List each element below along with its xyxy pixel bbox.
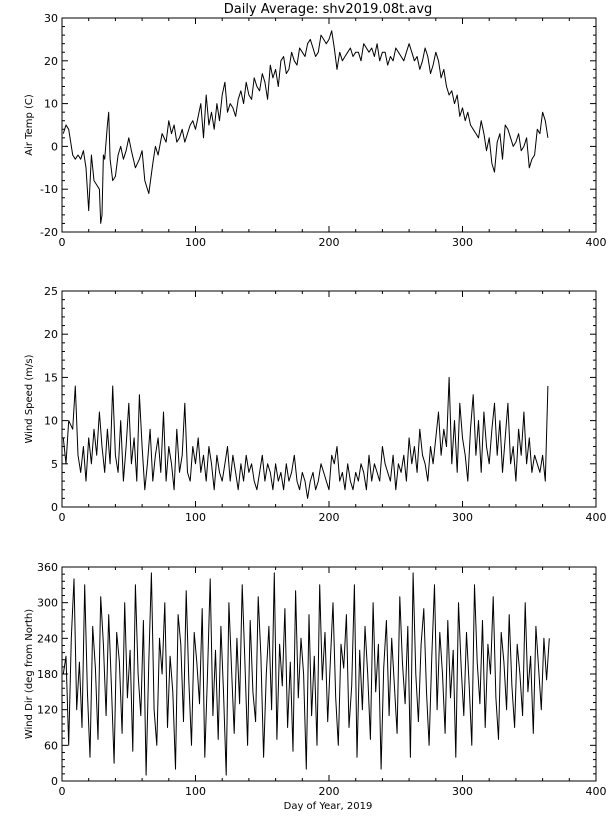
x-tick-label: 300 xyxy=(452,236,473,249)
wind-speed-series-line xyxy=(62,376,549,499)
y-tick-label: 30 xyxy=(44,12,58,25)
y-tick-label: -10 xyxy=(40,183,58,196)
x-tick-label: 400 xyxy=(586,236,607,249)
x-tick-label: 300 xyxy=(452,785,473,798)
x-tick-label: 300 xyxy=(452,511,473,524)
x-axis-label: Day of Year, 2019 xyxy=(284,801,373,812)
x-tick-label: 200 xyxy=(319,511,340,524)
x-tick-label: 0 xyxy=(59,511,66,524)
x-tick-label: 400 xyxy=(586,511,607,524)
air-temp-y-axis-label: Air Temp (C) xyxy=(24,94,35,156)
wind-speed-panel: 0 100 200 300 400 0 5 10 15 20 25 Wind Speed (m/s) xyxy=(24,285,607,524)
air-temp-series-line xyxy=(62,30,549,224)
y-tick-label: 20 xyxy=(44,55,58,68)
y-tick-label: 10 xyxy=(44,98,58,111)
y-tick-label: 120 xyxy=(37,704,58,717)
y-tick-label: 0 xyxy=(51,501,58,514)
air-temp-panel: 0 100 200 300 400 -20 -10 0 10 20 30 Air Temp (C) xyxy=(24,12,607,249)
x-tick-label: 200 xyxy=(319,236,340,249)
y-tick-label: 180 xyxy=(37,668,58,681)
x-tick-label: 400 xyxy=(586,785,607,798)
x-tick-label: 0 xyxy=(59,785,66,798)
y-tick-label: 15 xyxy=(44,371,58,384)
x-tick-label: 0 xyxy=(59,236,66,249)
y-tick-label: 360 xyxy=(37,561,58,574)
y-tick-label: 60 xyxy=(44,739,58,752)
x-tick-label: 100 xyxy=(185,785,206,798)
x-tick-label: 100 xyxy=(185,511,206,524)
y-tick-label: 300 xyxy=(37,597,58,610)
y-tick-label: -20 xyxy=(40,226,58,239)
y-tick-label: 5 xyxy=(51,458,58,471)
x-tick-label: 100 xyxy=(185,236,206,249)
wind-dir-y-axis-label: Wind Dir (deg from North) xyxy=(24,609,35,739)
x-tick-label: 200 xyxy=(319,785,340,798)
figure-title: Daily Average: shv2019.08t.avg xyxy=(224,2,433,17)
y-tick-label: 20 xyxy=(44,328,58,341)
wind-dir-panel: 0 100 200 300 400 0 60 120 180 240 300 360 Wind Dir … xyxy=(24,561,607,798)
y-tick-label: 240 xyxy=(37,632,58,645)
air-temp-plot-frame xyxy=(61,17,597,233)
wind-speed-y-axis-label: Wind Speed (m/s) xyxy=(24,354,35,443)
y-tick-label: 25 xyxy=(44,285,58,298)
y-tick-label: 0 xyxy=(51,775,58,788)
wind-dir-series-line xyxy=(62,572,550,776)
y-tick-label: 10 xyxy=(44,415,58,428)
y-tick-label: 0 xyxy=(51,140,58,153)
